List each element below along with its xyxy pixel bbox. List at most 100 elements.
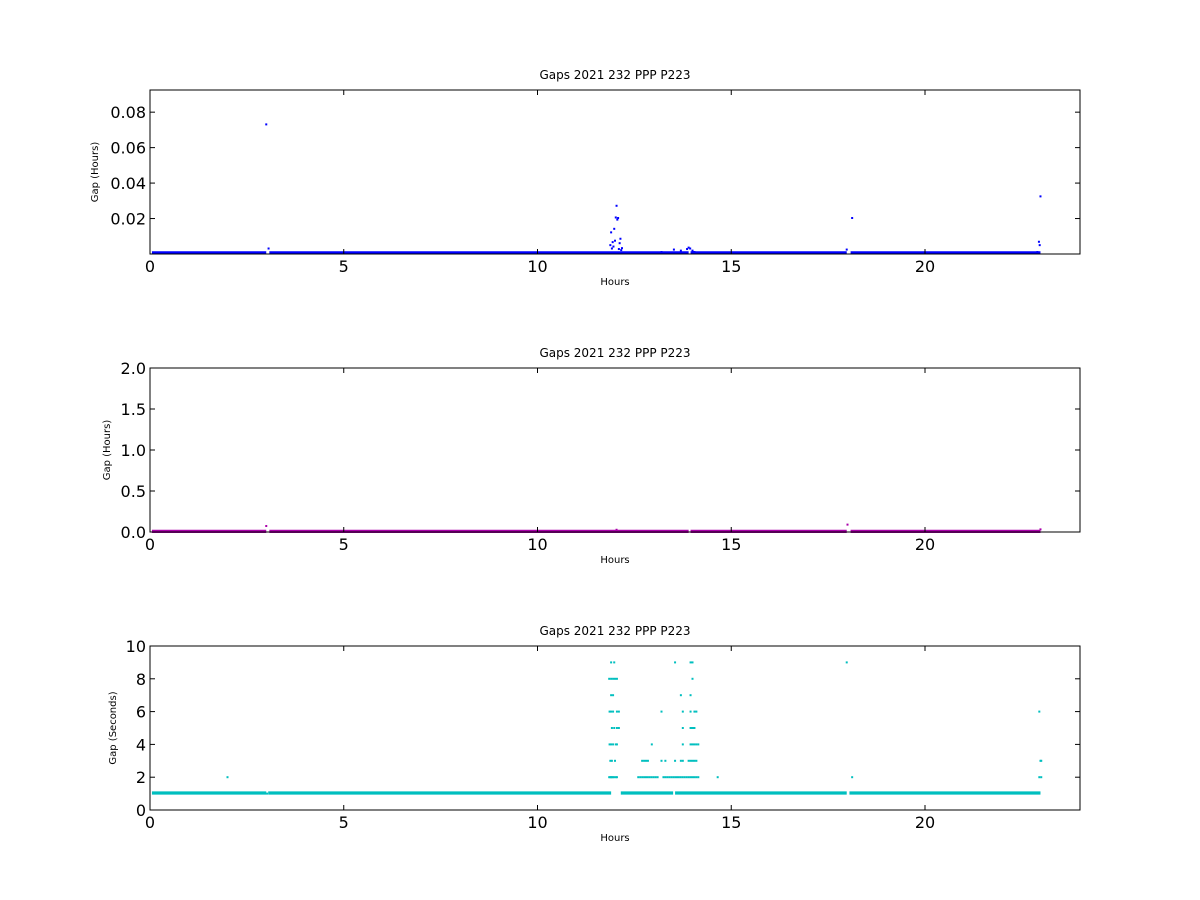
data-point-26 (615, 710, 618, 713)
data-point-81 (693, 759, 696, 762)
data-point-23 (687, 246, 690, 249)
data-point-1 (265, 123, 268, 126)
data-point-41 (645, 776, 647, 779)
data-point-104 (691, 661, 694, 664)
data-point-101 (691, 677, 694, 680)
series-1 (151, 123, 1042, 255)
y-tick-label: 1.0 (121, 441, 146, 460)
data-point-82 (695, 759, 698, 762)
data-point-59 (683, 776, 686, 779)
x-tick-label: 0 (145, 535, 155, 554)
data-point-10 (615, 776, 618, 779)
chart-3: Gaps 2021 232 PPP P223 Hours Gap (Seconds)… (108, 624, 1081, 844)
data-point-70 (643, 759, 646, 762)
data-point-6 (610, 776, 613, 779)
data-point-13 (617, 217, 620, 220)
data-point-75 (674, 759, 677, 762)
y-axis-label: Gap (Hours) (102, 420, 113, 481)
data-point-1 (265, 525, 268, 528)
data-point-30 (608, 677, 611, 680)
series-1 (151, 661, 1043, 795)
data-point-73 (660, 759, 663, 762)
y-tick-label: 0.08 (110, 103, 146, 122)
data-point-100 (689, 694, 692, 697)
data-point-54 (674, 776, 677, 779)
data-point-11 (615, 204, 618, 207)
data-point-47 (656, 776, 659, 779)
data-point-38 (639, 776, 642, 779)
chart-1: Gaps 2021 232 PPP P223 Hours Gap (Hours) 0 5… (90, 68, 1081, 288)
data-point-48 (662, 776, 665, 779)
y-tick-label: 0.02 (110, 210, 146, 229)
data-point-2 (267, 247, 270, 250)
data-point-40 (643, 776, 646, 779)
x-tick-label: 0 (145, 813, 155, 832)
data-point-21 (615, 727, 618, 729)
chart-title: Gaps 2021 232 PPP P223 (539, 68, 690, 82)
data-point-69 (641, 759, 644, 762)
data-point-33 (614, 677, 616, 680)
data-point-95 (681, 710, 684, 713)
data-point-27 (845, 248, 848, 251)
data-point-94 (660, 710, 663, 713)
data-point-14 (608, 743, 611, 746)
data-point-3 (608, 776, 611, 779)
data-point-9 (614, 239, 616, 242)
data-point-2 (266, 792, 269, 795)
data-point-92 (691, 727, 694, 729)
data-point-4 (1039, 528, 1042, 531)
data-point-27 (617, 710, 620, 713)
data-point-20 (613, 727, 616, 729)
x-tick-label: 10 (527, 257, 547, 276)
data-point-2 (615, 528, 618, 531)
x-tick-label: 5 (339, 535, 349, 554)
data-point-6 (611, 241, 614, 244)
data-point-103 (689, 661, 692, 664)
data-point-1 (226, 776, 229, 779)
data-point-60 (685, 776, 688, 779)
data-point-35 (610, 661, 613, 664)
data-point-8 (613, 227, 616, 230)
x-axis-label: Hours (600, 833, 629, 844)
data-point-13 (614, 759, 616, 762)
data-point-110 (1038, 710, 1041, 713)
data-point-8 (613, 776, 616, 779)
data-point-15 (610, 743, 613, 746)
data-point-79 (689, 759, 692, 762)
data-point-66 (697, 776, 700, 779)
x-tick-label: 15 (721, 535, 741, 554)
data-point-90 (681, 727, 684, 729)
x-tick-label: 15 (721, 257, 741, 276)
data-point-26 (693, 251, 696, 254)
data-point-45 (652, 776, 655, 779)
x-axis-label: Hours (600, 555, 629, 566)
data-point-98 (695, 710, 698, 713)
data-point-49 (664, 776, 667, 779)
data-point-97 (693, 710, 696, 713)
data-point-57 (679, 776, 682, 779)
data-point-23 (608, 710, 611, 713)
data-point-85 (689, 743, 692, 746)
data-point-30 (1037, 240, 1040, 243)
data-point-20 (672, 248, 675, 251)
data-point-77 (681, 759, 684, 762)
data-point-31 (1038, 244, 1041, 247)
data-point-19 (610, 727, 613, 729)
data-point-68 (851, 776, 854, 779)
data-point-53 (672, 776, 675, 779)
data-point-86 (691, 743, 694, 746)
data-point-62 (689, 776, 692, 779)
x-tick-label: 20 (915, 813, 935, 832)
data-point-42 (646, 776, 649, 779)
data-point-16 (612, 743, 615, 746)
data-point-65 (695, 776, 698, 779)
chart-title: Gaps 2021 232 PPP P223 (539, 624, 690, 638)
data-point-43 (648, 776, 651, 779)
y-tick-label: 1.5 (121, 400, 146, 419)
y-tick-label: 0.5 (121, 482, 146, 501)
data-point-19 (660, 251, 663, 254)
data-point-14 (617, 248, 620, 251)
data-point-37 (637, 776, 640, 779)
x-tick-label: 10 (527, 535, 547, 554)
data-point-55 (676, 776, 678, 779)
